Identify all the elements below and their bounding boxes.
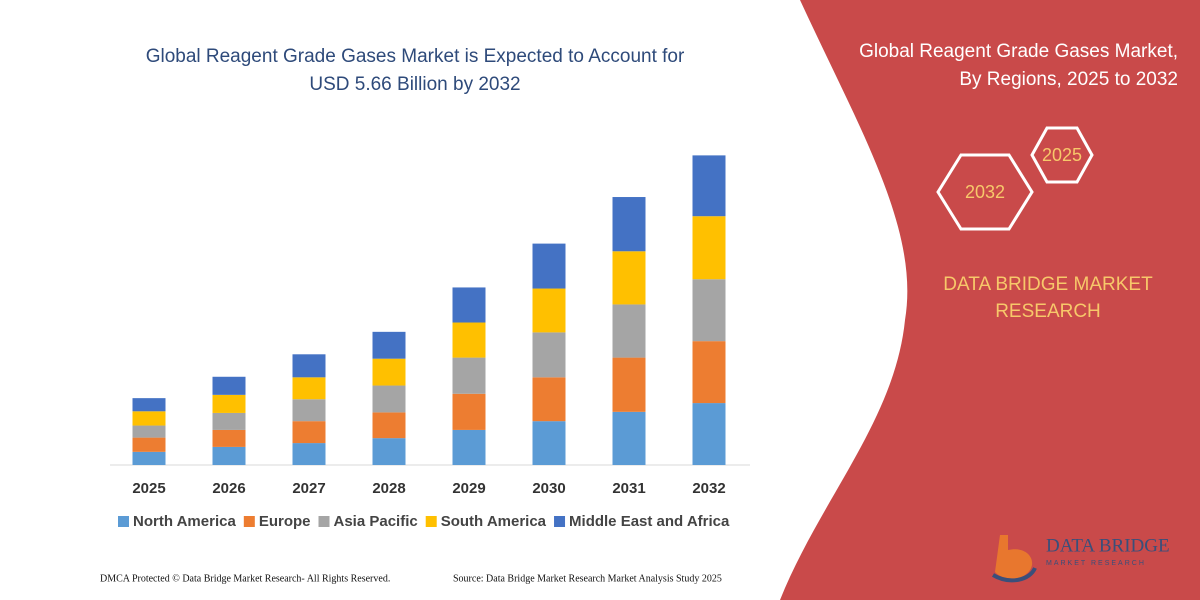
logo-icon: [995, 535, 1033, 579]
logo-subtext: MARKET RESEARCH: [1046, 560, 1146, 567]
bar-segment: [292, 443, 326, 465]
hexagon: [936, 153, 1034, 231]
bar-segment: [532, 288, 566, 333]
bar-segment: [452, 322, 486, 358]
bar-segment: [692, 155, 726, 217]
bar-segment: [612, 251, 646, 305]
bar-segment: [212, 412, 246, 430]
bar-segment: [692, 341, 726, 404]
bar-segment: [132, 437, 166, 452]
bar-segment: [372, 412, 406, 439]
footer-source: Source: Data Bridge Market Research Mark…: [453, 573, 722, 584]
bar-segment: [692, 216, 726, 280]
panel-title: By Regions, 2025 to 2032: [959, 69, 1178, 90]
bar-segment: [212, 376, 246, 395]
legend-swatch: [425, 516, 437, 527]
bar-segment: [612, 304, 646, 358]
x-tick-label: 2027: [292, 480, 325, 497]
legend-label: Europe: [259, 513, 311, 530]
x-tick-label: 2028: [372, 480, 405, 497]
bar-segment: [292, 421, 326, 444]
panel-title: Global Reagent Grade Gases Market,: [859, 41, 1178, 62]
legend-swatch: [318, 516, 330, 527]
logo-icon: [991, 566, 1037, 583]
logo-text: DATA BRIDGE: [1046, 535, 1170, 556]
brand-text: DATA BRIDGE MARKET: [943, 274, 1153, 295]
bar-segment: [372, 438, 406, 465]
bar-segment: [452, 357, 486, 394]
bar-segment: [532, 332, 566, 378]
bar-segment: [292, 377, 326, 400]
bar-segment: [372, 331, 406, 359]
hexagon: [1030, 126, 1094, 184]
bar-segment: [532, 421, 566, 465]
bar-segment: [452, 429, 486, 465]
bar-segment: [612, 411, 646, 465]
chart-title: USD 5.66 Billion by 2032: [309, 74, 520, 95]
brand-text: RESEARCH: [995, 301, 1101, 322]
legend-label: Middle East and Africa: [569, 513, 730, 530]
legend-swatch: [118, 516, 129, 527]
side-panel: [780, 0, 1200, 600]
hexagon-label: 2032: [965, 182, 1005, 202]
bar-segment: [292, 354, 326, 378]
bar-segment: [532, 377, 566, 422]
bar-segment: [132, 411, 166, 426]
hexagon-label: 2025: [1042, 145, 1082, 165]
legend-swatch: [243, 516, 255, 527]
bar-segment: [132, 451, 166, 465]
x-tick-label: 2032: [692, 480, 725, 497]
bar-segment: [692, 403, 726, 465]
bar-segment: [452, 393, 486, 430]
legend-label: South America: [441, 513, 547, 530]
x-tick-label: 2029: [452, 480, 485, 497]
bar-segment: [292, 399, 326, 422]
bar-segment: [212, 394, 246, 413]
bar-segment: [132, 425, 166, 438]
legend-swatch: [554, 516, 566, 527]
x-tick-label: 2025: [132, 480, 165, 497]
bar-segment: [532, 243, 566, 289]
chart-title: Global Reagent Grade Gases Market is Exp…: [146, 46, 685, 67]
bar-segment: [372, 358, 406, 386]
x-tick-label: 2031: [612, 480, 645, 497]
bar-segment: [612, 197, 646, 252]
bar-segment: [212, 446, 246, 465]
legend-label: Asia Pacific: [334, 513, 418, 530]
bar-segment: [612, 357, 646, 412]
bar-segment: [372, 385, 406, 413]
bar-segment: [212, 429, 246, 447]
x-tick-label: 2026: [212, 480, 245, 497]
bar-segment: [452, 287, 486, 323]
x-tick-label: 2030: [532, 480, 565, 497]
bar-segment: [692, 279, 726, 342]
legend-label: North America: [133, 513, 236, 530]
footer-note: DMCA Protected © Data Bridge Market Rese…: [100, 573, 390, 584]
bar-segment: [132, 398, 166, 412]
